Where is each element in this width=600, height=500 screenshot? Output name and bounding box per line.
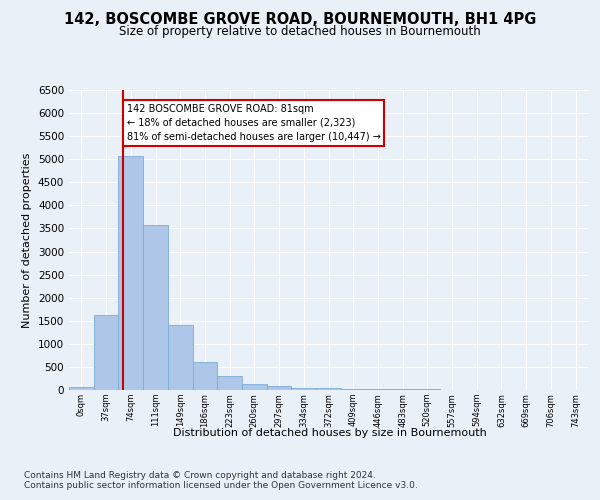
Bar (217, 376, 242, 390)
Bar (69, 386, 94, 390)
Bar (365, 389, 390, 390)
Bar (341, 388, 365, 390)
Y-axis label: Number of detached properties: Number of detached properties (22, 152, 32, 328)
Bar (168, 326, 193, 390)
Text: Size of property relative to detached houses in Bournemouth: Size of property relative to detached ho… (119, 25, 481, 38)
Text: 142 BOSCOMBE GROVE ROAD: 81sqm
← 18% of detached houses are smaller (2,323)
81% : 142 BOSCOMBE GROVE ROAD: 81sqm ← 18% of … (127, 104, 380, 142)
Bar (316, 388, 341, 390)
Bar (193, 362, 217, 390)
Bar (292, 388, 316, 390)
Text: Distribution of detached houses by size in Bournemouth: Distribution of detached houses by size … (173, 428, 487, 438)
Text: 142, BOSCOMBE GROVE ROAD, BOURNEMOUTH, BH1 4PG: 142, BOSCOMBE GROVE ROAD, BOURNEMOUTH, B… (64, 12, 536, 28)
Bar (118, 156, 143, 390)
Text: Contains public sector information licensed under the Open Government Licence v3: Contains public sector information licen… (24, 482, 418, 490)
Text: Contains HM Land Registry data © Crown copyright and database right 2024.: Contains HM Land Registry data © Crown c… (24, 470, 376, 480)
Bar (94, 315, 118, 390)
Bar (143, 225, 168, 390)
Bar (267, 386, 292, 390)
Bar (242, 384, 267, 390)
